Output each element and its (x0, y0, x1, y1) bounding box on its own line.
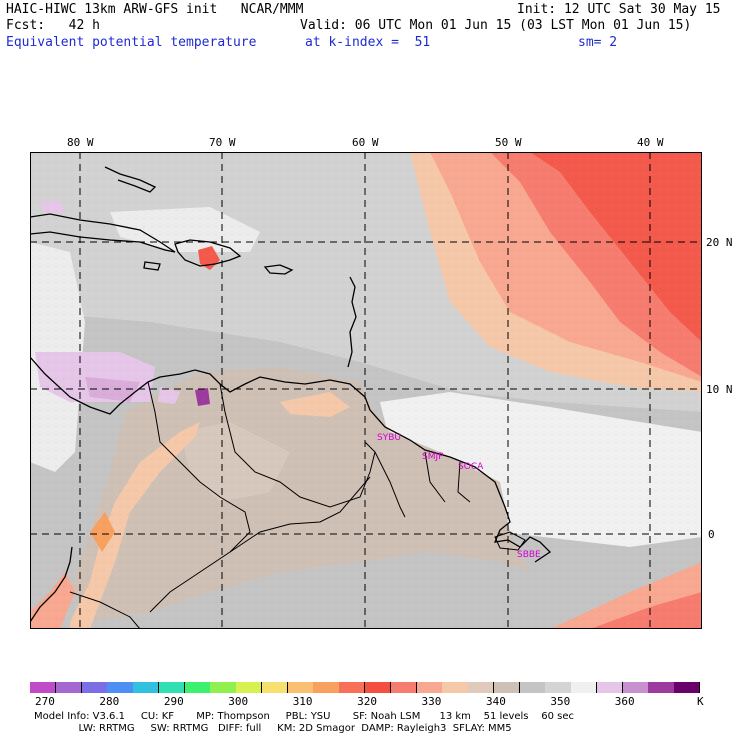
station-sybu: SYBU (377, 433, 401, 443)
colorbar-cell (545, 682, 572, 693)
colorbar-label: 310 (292, 695, 313, 708)
colorbar-label: 320 (357, 695, 377, 708)
station-sbbe: SBBE (517, 550, 541, 560)
borders (69, 381, 471, 629)
colorbar-cell (468, 682, 495, 693)
venezuela-border (219, 383, 376, 508)
station-smjp: SMJP (422, 452, 444, 462)
field-name: Equivalent potential temperature (6, 35, 257, 50)
field-texture (30, 152, 702, 629)
colorbar-label: 300 (228, 695, 249, 708)
colorbar-cell (158, 682, 186, 693)
colorbar-cell (596, 682, 624, 693)
colorbar-label: 270 (35, 695, 55, 708)
colorbar-cell (442, 682, 469, 693)
valid-time: Valid: 06 UTC Mon 01 Jun 15 (03 LST Mon … (300, 18, 692, 33)
colorbar-label: 330 (421, 695, 442, 708)
theta-e-map: SYBU SMJP SOCA SBBE (30, 152, 702, 629)
peru-border (69, 591, 141, 629)
colorbar-cell (30, 682, 57, 693)
lon-label-70w: 70 W (209, 136, 236, 149)
colorbar-cell (493, 682, 521, 693)
colorbar-cell (81, 682, 108, 693)
lon-label-40w: 40 W (637, 136, 664, 149)
hispaniola-coast (174, 239, 242, 267)
pacific-coast (30, 546, 73, 623)
colorbar-cell (55, 682, 83, 693)
colorbar-label: 350 (550, 695, 571, 708)
level-label: at k-index = 51 (305, 35, 431, 50)
model-title: HAIC-HIWC 13km ARW-GFS init NCAR/MMM (6, 2, 304, 17)
colorbar-label: 360 (614, 695, 635, 708)
forecast-hour: Fcst: 42 h (6, 18, 100, 33)
lon-label-60w: 60 W (352, 136, 379, 149)
guyana-border (374, 451, 406, 518)
colorbar-cell (622, 682, 649, 693)
brazil-north-border (229, 476, 371, 553)
colorbar-cell (339, 682, 366, 693)
model-info-line1: Model Info: V3.6.1 CU: KF MP: Thompson P… (34, 711, 574, 722)
colorbar-cell (390, 682, 418, 693)
jamaica-coast (143, 261, 161, 271)
lon-label-50w: 50 W (495, 136, 522, 149)
colorbar-label: 340 (485, 695, 506, 708)
colorbar-cell (261, 682, 289, 693)
station-soca: SOCA (458, 462, 484, 472)
suriname-border (424, 451, 446, 503)
colorbar-cell (236, 682, 263, 693)
smoothing-label: sm= 2 (578, 35, 618, 50)
colorbar-cell (287, 682, 314, 693)
lon-label-80w: 80 W (67, 136, 94, 149)
colorbar-cell (313, 682, 340, 693)
colombia-border (147, 381, 251, 613)
lat-label-eq: 0 (708, 528, 715, 541)
lat-label-20n: 20 N (706, 236, 733, 249)
model-info-line2: LW: RRTMG SW: RRTMG DIFF: full KM: 2D Sm… (34, 723, 512, 734)
marajo-island (494, 531, 526, 551)
colorbar-cell (210, 682, 237, 693)
colorbar-label: 290 (163, 695, 184, 708)
colorbar-label: 280 (99, 695, 120, 708)
colorbar-unit: K (697, 695, 704, 708)
puerto-rico-coast (263, 264, 294, 275)
colorbar-cell (365, 682, 392, 693)
colorbar-cell (571, 682, 598, 693)
init-time: Init: 12 UTC Sat 30 May 15 (517, 2, 721, 17)
lat-label-10n: 10 N (706, 383, 733, 396)
graticule (30, 152, 702, 629)
colorbar-cell (184, 682, 211, 693)
colorbar-cell (133, 682, 160, 693)
colorbar-cell (416, 682, 443, 693)
colorbar-cell (107, 682, 134, 693)
colorbar-cell (648, 682, 675, 693)
colorbar-cell (519, 682, 546, 693)
guiana-border (457, 461, 471, 503)
bahamas-coast (104, 166, 157, 193)
colorbar-cell (674, 682, 701, 693)
lesser-antilles (347, 276, 357, 368)
map-frame (30, 152, 702, 629)
